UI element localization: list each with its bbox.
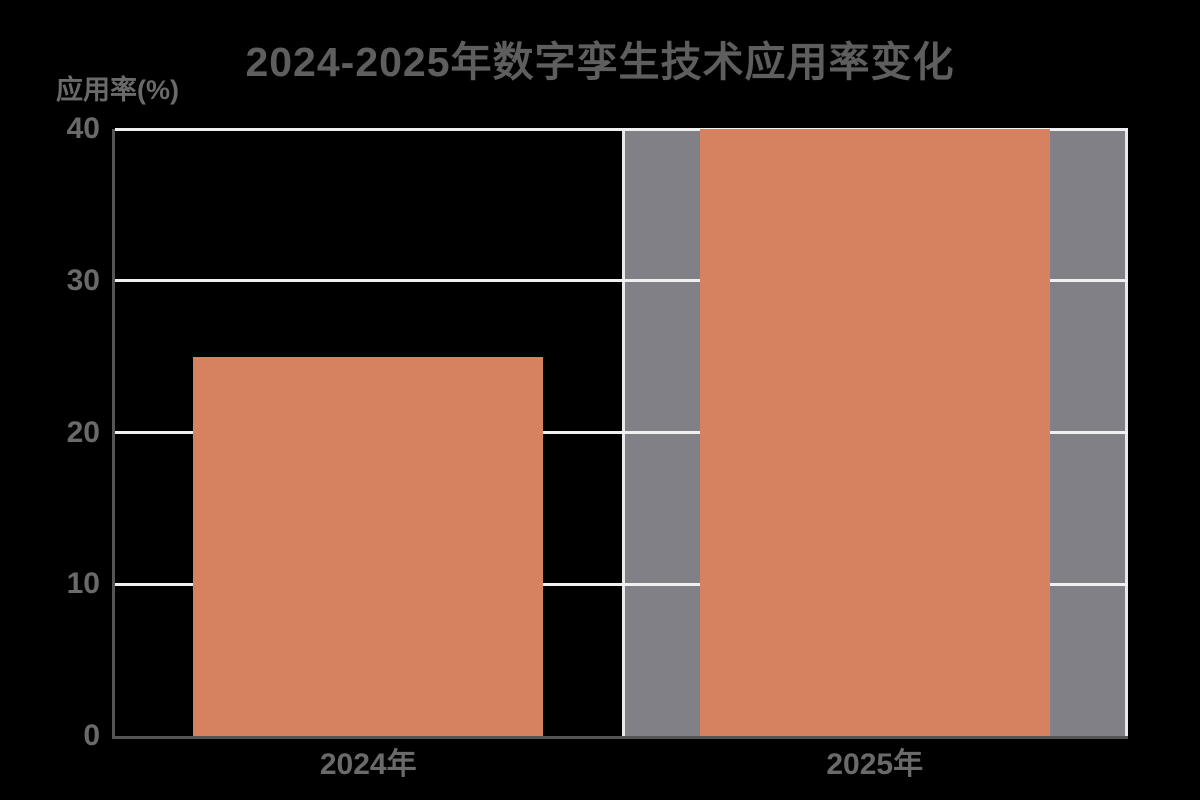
y-tick-10: 10 [66,567,100,601]
bar-2025年 [699,129,1050,736]
chart-title: 2024-2025年数字孪生技术应用率变化 [245,39,955,85]
gridline-30 [115,279,1128,283]
bar-2024年 [193,356,544,736]
plot-area [112,127,1128,739]
x-tick-2024年: 2024年 [319,748,417,781]
y-tick-20: 20 [66,415,100,449]
gridline-10 [115,582,1128,586]
y-tick-30: 30 [66,263,100,297]
x-axis-spine [112,736,1128,739]
y-axis-spine [112,129,115,739]
y-tick-40: 40 [66,112,100,145]
x-tick-2025年: 2025年 [826,748,924,781]
y-tick-0: 0 [83,719,100,752]
gridline-20 [115,431,1128,434]
y-axis-label: 应用率(%) [56,75,179,105]
gridline-40 [115,127,1128,131]
